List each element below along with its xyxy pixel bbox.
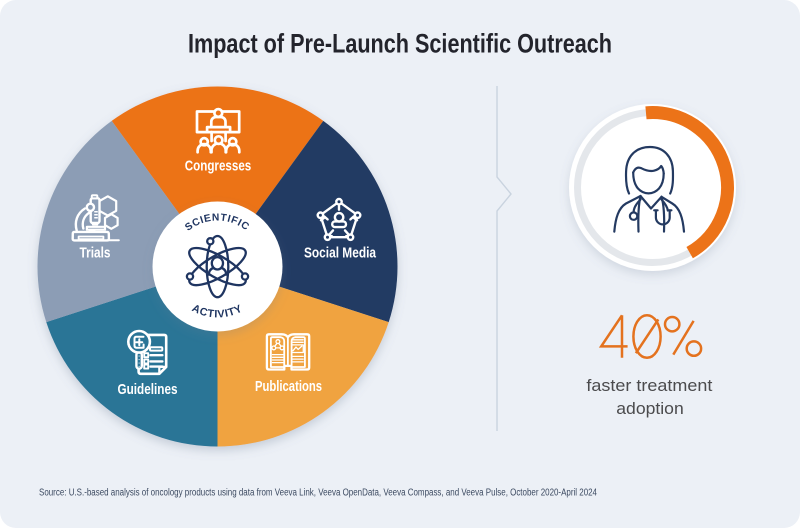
svg-text:Impact of Pre-Launch Scientifi: Impact of Pre-Launch Scientific Outreach [188, 28, 612, 58]
svg-text:Guidelines: Guidelines [118, 381, 178, 398]
svg-text:faster treatment: faster treatment [586, 377, 712, 395]
svg-text:adoption: adoption [616, 400, 684, 418]
svg-text:Congresses: Congresses [185, 158, 252, 175]
svg-text:Trials: Trials [80, 244, 111, 261]
svg-text:Publications: Publications [255, 378, 322, 395]
svg-text:ACTIVITY: ACTIVITY [190, 302, 245, 320]
svg-text:Source: U.S.-based analysis of: Source: U.S.-based analysis of oncology … [39, 487, 597, 498]
svg-text:Social Media: Social Media [304, 245, 377, 262]
